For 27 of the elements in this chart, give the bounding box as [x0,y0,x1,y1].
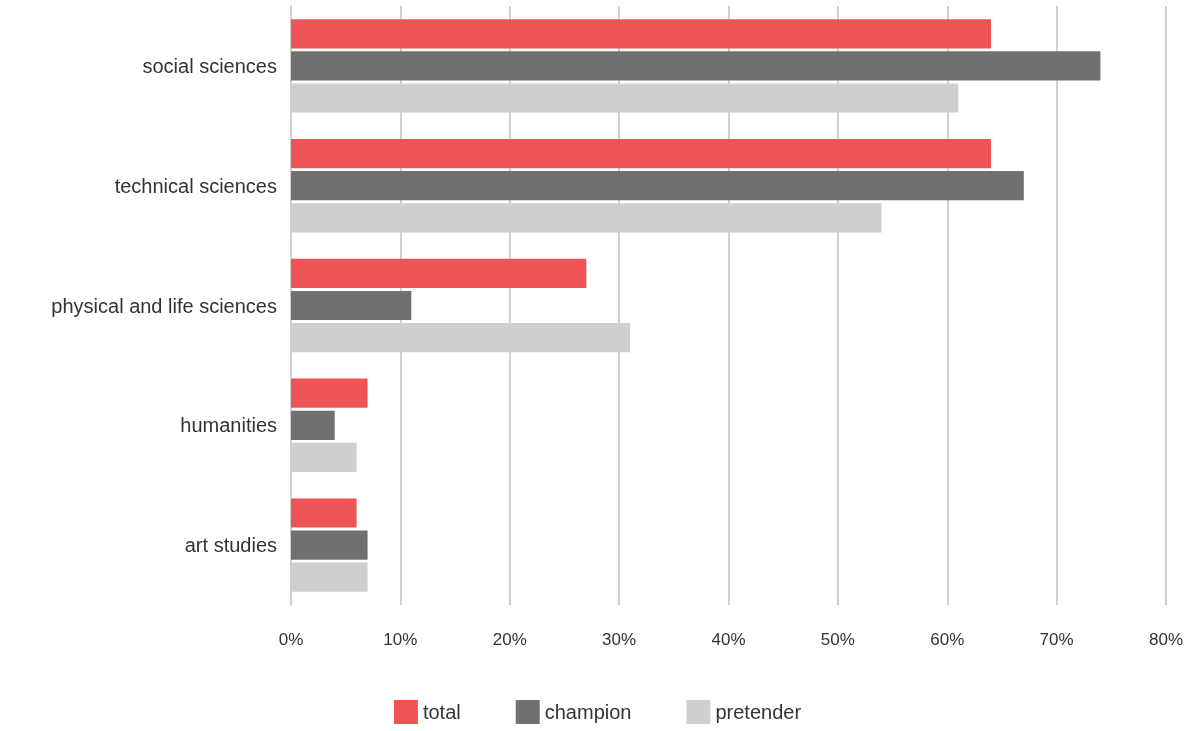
x-tick-label: 60% [930,630,965,649]
bar [291,138,991,169]
x-tick-label: 50% [820,630,855,649]
y-tick-label: humanities [180,414,277,437]
bar [291,498,357,528]
x-tick-label: 30% [602,630,637,649]
legend-label: champion [544,701,632,723]
bar [291,290,412,321]
bar [291,410,335,440]
bar [291,19,991,49]
x-tick-label: 40% [711,630,746,649]
legend-label: total [422,701,461,723]
bar [291,51,1101,81]
y-tick-label: technical sciences [114,174,277,197]
y-tick-label: physical and life sciences [51,294,277,317]
x-tick-label: 80% [1148,630,1184,649]
bar [291,171,1024,201]
y-tick-label: social sciences [142,54,277,77]
bar [291,530,368,560]
legend-label: pretender [715,701,802,723]
bar [291,378,368,408]
x-tick-label: 0% [278,630,304,649]
x-tick-label: 20% [492,630,527,649]
x-tick-label: 10% [383,630,418,649]
bar [291,258,587,288]
y-tick-label: art studies [184,534,277,557]
x-tick-label: 70% [1039,630,1074,649]
